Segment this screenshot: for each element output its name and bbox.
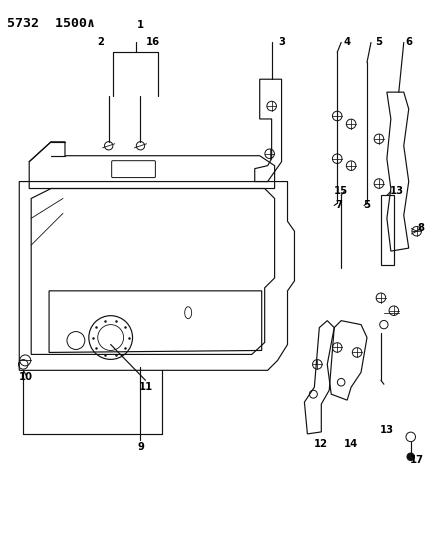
Text: 7: 7 [336,200,343,211]
Text: 5: 5 [375,37,382,47]
Text: 9: 9 [137,442,144,452]
Text: 4: 4 [344,37,350,47]
Text: 12: 12 [314,439,328,449]
Text: 5732  1500∧: 5732 1500∧ [7,17,95,30]
Text: 11: 11 [138,382,153,392]
Text: 6: 6 [405,37,412,47]
Text: 3: 3 [278,37,285,47]
Text: 15: 15 [334,187,348,197]
Text: 1: 1 [137,20,144,29]
Text: 2: 2 [97,37,104,47]
Text: 14: 14 [344,439,358,449]
Text: 13: 13 [390,187,404,197]
Text: 10: 10 [19,372,33,382]
Text: 17: 17 [410,455,424,465]
Text: 5: 5 [363,200,371,211]
Text: 16: 16 [145,37,160,47]
Text: 13: 13 [380,425,394,435]
Text: 8: 8 [417,223,424,233]
Circle shape [407,453,414,461]
